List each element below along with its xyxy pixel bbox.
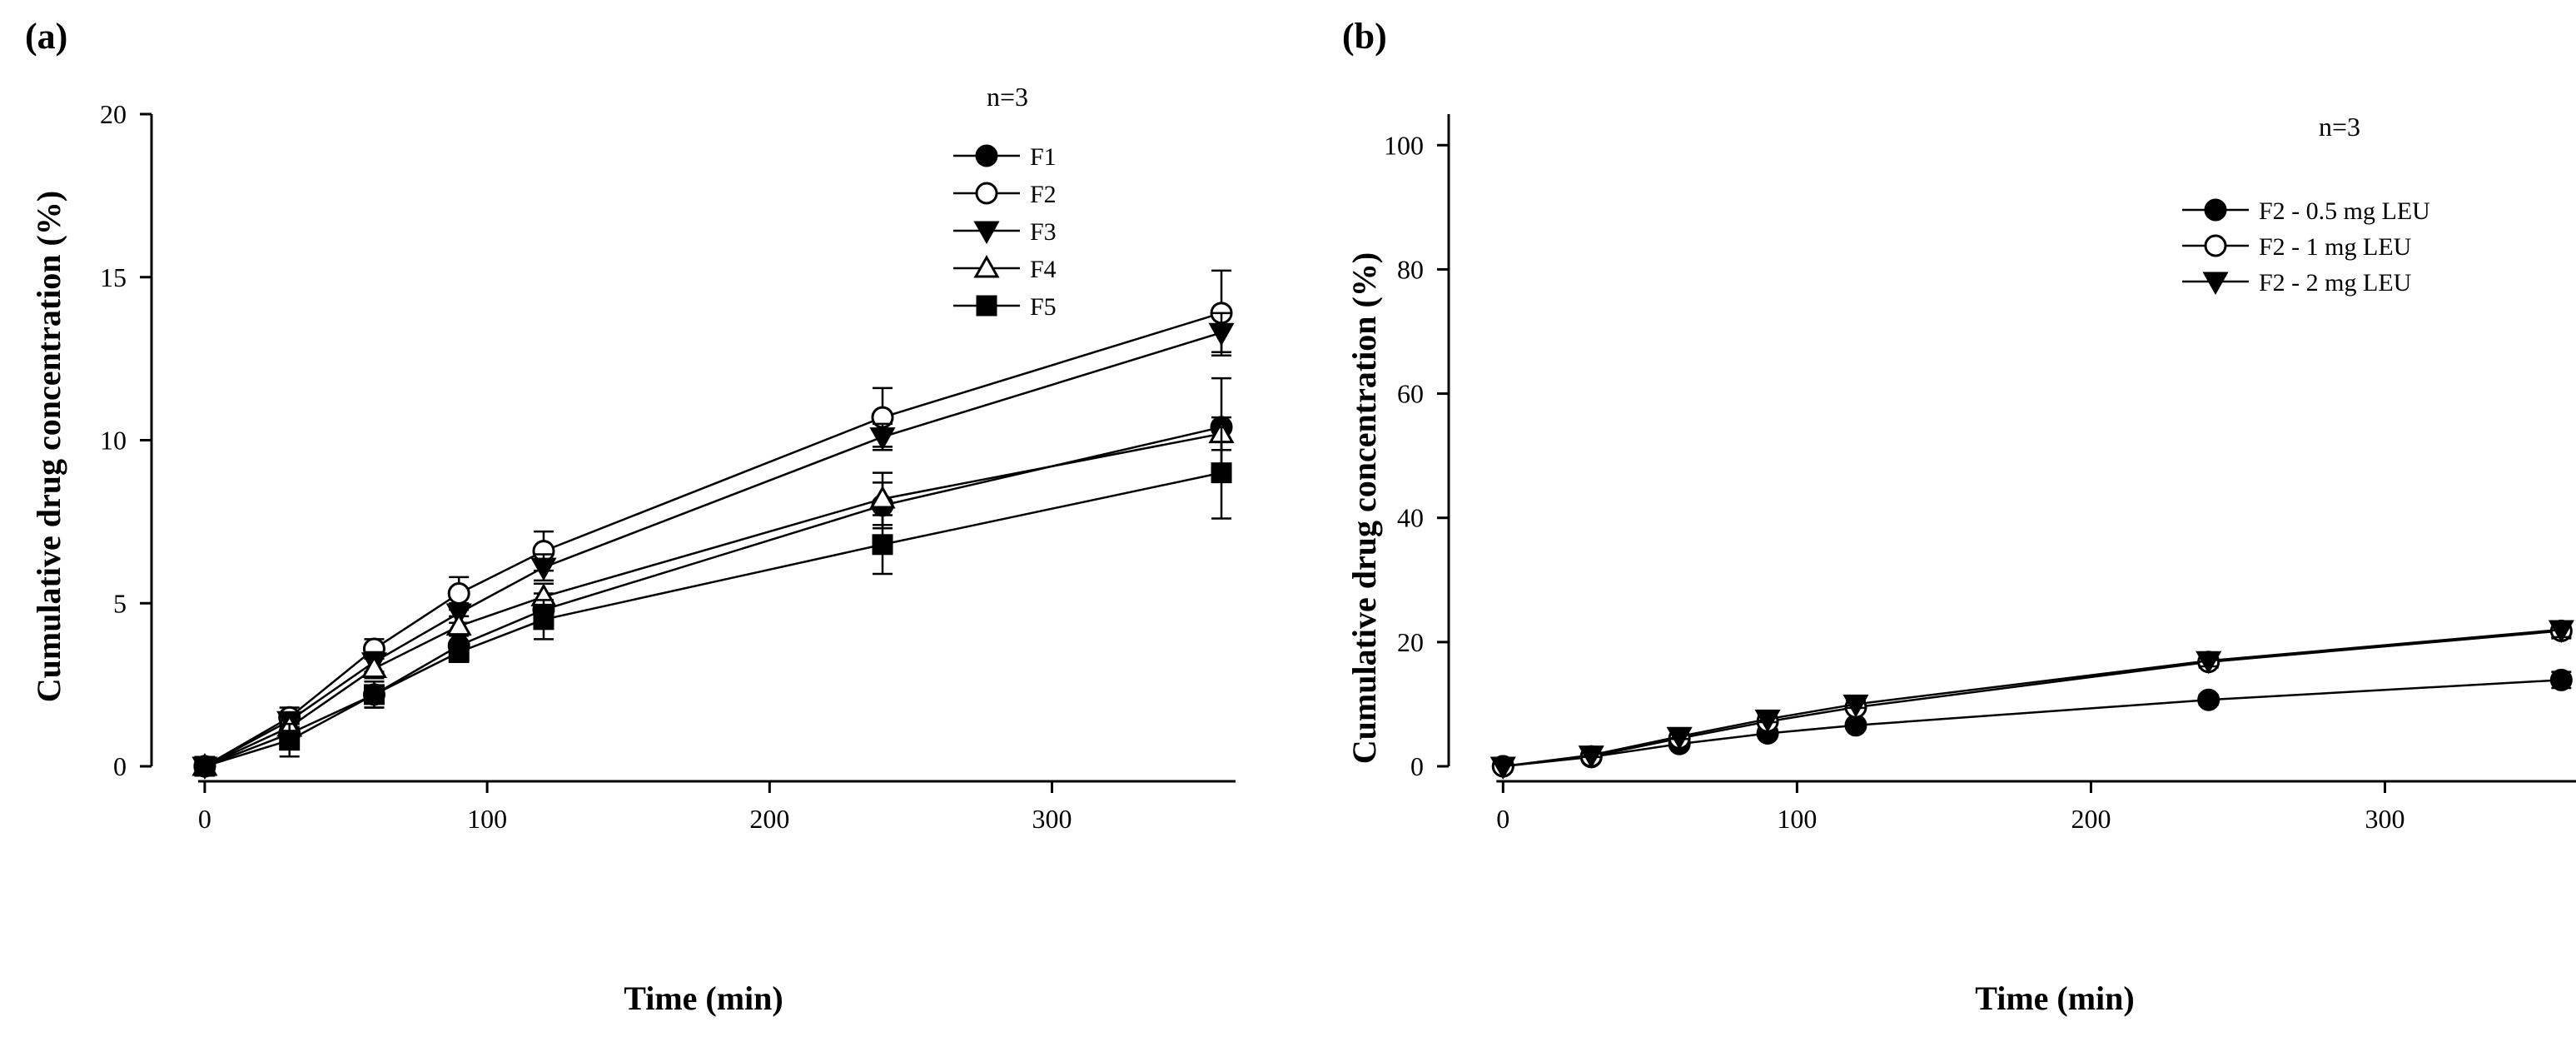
data-point xyxy=(1754,709,1781,733)
legend-item: F2 - 2 mg LEU xyxy=(2182,269,2412,297)
panel-label-a: (a) xyxy=(25,16,67,57)
series-f5 xyxy=(194,426,1232,777)
y-tick-label: 0 xyxy=(113,751,127,781)
y-tick-label: 20 xyxy=(1397,627,1424,657)
data-point xyxy=(1578,745,1604,769)
annotation-n-b: n=3 xyxy=(2319,112,2360,142)
legend-item: F1 xyxy=(953,143,1057,171)
data-point xyxy=(869,427,896,451)
data-point xyxy=(2549,668,2573,691)
y-tick-label: 5 xyxy=(113,588,127,618)
legend-label: F3 xyxy=(1030,218,1057,246)
x-tick-label: 0 xyxy=(1496,804,1509,834)
legend-item: F3 xyxy=(953,218,1057,246)
y-axis-title-b: Cumulative drug concentration (%) xyxy=(1345,252,1383,764)
data-point xyxy=(279,730,301,751)
x-tick-label: 100 xyxy=(1777,804,1817,834)
data-point xyxy=(530,557,557,581)
data-point xyxy=(1489,756,1516,780)
y-axis-title-a: Cumulative drug concentration (%) xyxy=(30,191,67,702)
series-line xyxy=(204,426,1222,768)
series-f2-0-5-mg-leu xyxy=(1491,668,2573,778)
legend-marker xyxy=(2204,234,2227,257)
data-point xyxy=(1666,726,1693,750)
panel-b: (b) n=3 Time (min) Cumulative drug conce… xyxy=(1342,16,2576,1017)
y-tick-label: 100 xyxy=(1384,130,1424,160)
x-axis-title-b: Time (min) xyxy=(1975,980,2134,1017)
legend-label: F2 - 1 mg LEU xyxy=(2259,233,2412,261)
data-point xyxy=(2548,620,2574,643)
data-point xyxy=(445,612,472,636)
x-tick-label: 200 xyxy=(749,804,789,834)
series-line xyxy=(1503,679,2562,768)
series-f2-1-mg-leu xyxy=(1491,619,2573,778)
annotation-n-a: n=3 xyxy=(987,82,1028,112)
data-point xyxy=(194,755,216,777)
series-f1 xyxy=(193,376,1233,778)
legend-marker xyxy=(973,254,1000,278)
panel-label-b: (b) xyxy=(1342,16,1387,57)
legend-marker xyxy=(976,295,997,317)
data-point xyxy=(448,641,470,663)
data-point xyxy=(363,684,385,705)
legend-marker xyxy=(975,144,998,167)
data-point xyxy=(869,485,896,509)
legend-label: F2 - 0.5 mg LEU xyxy=(2259,197,2430,225)
data-point xyxy=(1211,462,1232,484)
series-f4 xyxy=(191,416,1235,776)
y-tick-label: 80 xyxy=(1397,254,1424,284)
data-point xyxy=(1208,322,1235,347)
x-axis-title-a: Time (min) xyxy=(624,980,783,1017)
y-tick-label: 15 xyxy=(100,262,127,292)
data-point xyxy=(2196,651,2222,675)
series-line xyxy=(204,471,1222,768)
y-tick-label: 0 xyxy=(1410,751,1424,781)
data-point xyxy=(2197,688,2220,711)
legend-label: F4 xyxy=(1030,256,1057,283)
data-point xyxy=(447,582,470,606)
data-point xyxy=(361,655,388,679)
legend-marker xyxy=(2202,272,2229,296)
data-point xyxy=(872,534,893,556)
legend-label: F2 xyxy=(1030,181,1057,208)
x-tick-label: 300 xyxy=(2365,804,2405,834)
x-tick-label: 100 xyxy=(467,804,507,834)
legend-label: F5 xyxy=(1030,293,1057,321)
legend-item: F5 xyxy=(953,293,1057,321)
y-tick-label: 40 xyxy=(1397,503,1424,533)
panel-a: (a) n=3 Time (min) Cumulative drug conce… xyxy=(25,16,1236,1017)
y-tick-label: 60 xyxy=(1397,379,1424,409)
legend-item: F2 xyxy=(953,181,1057,208)
legend-label: F2 - 2 mg LEU xyxy=(2259,269,2412,297)
y-tick-label: 20 xyxy=(100,99,127,129)
x-tick-label: 0 xyxy=(198,804,211,834)
y-tick-label: 10 xyxy=(100,426,127,456)
legend-item: F2 - 0.5 mg LEU xyxy=(2182,197,2430,225)
data-point xyxy=(1842,694,1869,718)
data-point xyxy=(533,609,554,631)
plot-area-b: 0 20 40 60 80 100 0 100 200 300 F2 - 0.5 mg LEU F2 … xyxy=(1384,114,2576,834)
x-tick-label: 200 xyxy=(2071,804,2111,834)
legend-label: F1 xyxy=(1030,143,1057,171)
legend-marker xyxy=(973,221,1000,245)
legend-marker xyxy=(2204,198,2227,222)
legend-item: F2 - 1 mg LEU xyxy=(2182,233,2412,261)
legend-marker xyxy=(975,182,998,205)
series-line xyxy=(204,312,1222,768)
series-f2 xyxy=(193,269,1233,778)
x-tick-label: 300 xyxy=(1032,804,1072,834)
series-f2-2-mg-leu xyxy=(1489,620,2574,780)
legend-item: F4 xyxy=(953,254,1057,283)
